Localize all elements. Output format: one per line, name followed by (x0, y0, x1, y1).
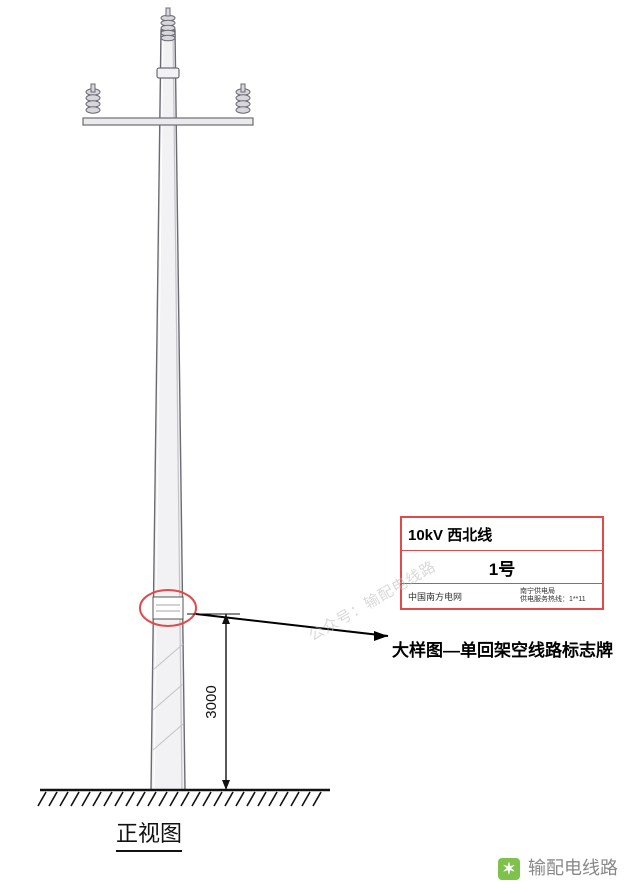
sign-footer-row: 中国南方电网 南宁供电局 供电服务热线：1**11 (402, 584, 602, 608)
wechat-icon: ✶ (498, 858, 520, 880)
sign-line1: 10kV 西北线 (402, 518, 602, 551)
diagram-canvas: 3000 10kV 西北线 1号 中国南方电网 南宁供电局 供电服务热线：1**… (0, 0, 640, 894)
engineering-drawing: 3000 (0, 0, 640, 894)
svg-text:3000: 3000 (203, 685, 220, 718)
callout-title: 大样图—单回架空线路标志牌 (392, 636, 613, 661)
sign-small-text: 南宁供电局 供电服务热线：1**11 (520, 588, 602, 603)
view-label: 正视图 (116, 816, 182, 852)
sign-logo-text: 中国南方电网 (402, 590, 520, 603)
sign-line2: 1号 (402, 551, 602, 584)
sign-small2: 供电服务热线：1**11 (520, 596, 602, 604)
footer-text: 输配电线路 (528, 854, 618, 880)
sign-small1: 南宁供电局 (520, 588, 602, 596)
sign-detail-box: 10kV 西北线 1号 中国南方电网 南宁供电局 供电服务热线：1**11 (400, 516, 604, 610)
